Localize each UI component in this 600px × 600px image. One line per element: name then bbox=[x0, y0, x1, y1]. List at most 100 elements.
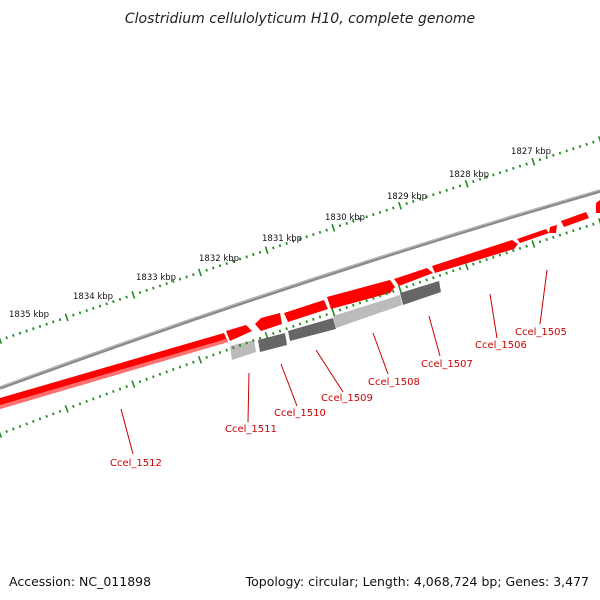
ruler-minor-tick bbox=[138, 291, 142, 295]
ruler-major-tick bbox=[64, 313, 69, 322]
ruler-major-tick bbox=[131, 291, 136, 299]
gene-label-ccel-1511[interactable]: Ccel_1511 bbox=[225, 424, 277, 435]
ruler-minor-tick bbox=[385, 208, 388, 212]
ruler-major-tick bbox=[598, 136, 600, 143]
gene-red-f[interactable] bbox=[561, 212, 589, 227]
ruler-minor-tick bbox=[372, 213, 375, 217]
gene-label-ccel-1510[interactable]: Ccel_1510 bbox=[274, 408, 326, 419]
ruler-minor-tick bbox=[252, 253, 255, 257]
ruler-minor-tick bbox=[518, 164, 522, 168]
ruler-minor-tick bbox=[25, 422, 28, 426]
ruler-major-tick bbox=[131, 380, 136, 388]
ruler-minor-tick bbox=[558, 233, 562, 237]
gene-small-b[interactable] bbox=[255, 313, 282, 331]
ruler-minor-tick bbox=[92, 397, 95, 401]
ruler-label-1834: 1834 kbp bbox=[73, 292, 113, 302]
ruler-minor-tick bbox=[105, 392, 108, 396]
ruler-minor-tick bbox=[18, 424, 22, 428]
gene-label-ccel-1507[interactable]: Ccel_1507 bbox=[421, 359, 473, 370]
ruler-minor-tick bbox=[305, 235, 308, 239]
ruler-minor-tick bbox=[565, 231, 568, 235]
ruler-minor-tick bbox=[405, 202, 408, 206]
ruler-minor-tick bbox=[492, 173, 495, 177]
ruler-minor-tick bbox=[212, 353, 215, 357]
ruler-minor-tick bbox=[385, 292, 388, 296]
gene-ccel-1507[interactable] bbox=[400, 281, 441, 305]
ruler-minor-tick bbox=[378, 210, 382, 214]
ruler-minor-tick bbox=[92, 306, 95, 310]
ruler-minor-tick bbox=[58, 318, 62, 322]
ruler-minor-tick bbox=[392, 289, 395, 293]
ruler-minor-tick bbox=[492, 255, 495, 259]
ruler-major-tick bbox=[264, 246, 269, 254]
ruler-minor-tick bbox=[505, 169, 508, 173]
gene-ccel-1506[interactable] bbox=[432, 240, 518, 273]
ruler-minor-tick bbox=[118, 297, 122, 301]
gene-label-ccel-1506[interactable]: Ccel_1506 bbox=[475, 340, 527, 351]
ruler-major-tick bbox=[398, 285, 402, 293]
ruler-minor-tick bbox=[438, 191, 442, 195]
gene-red-d[interactable] bbox=[394, 268, 433, 286]
ruler-major-tick bbox=[197, 355, 203, 364]
gene-label-ccel-1508[interactable]: Ccel_1508 bbox=[368, 377, 420, 388]
gene-ccel-1509[interactable] bbox=[288, 318, 336, 341]
ruler-minor-tick bbox=[298, 322, 302, 326]
gene-ccel-1505[interactable] bbox=[517, 229, 549, 243]
gene-small-c[interactable] bbox=[284, 300, 328, 322]
ruler-minor-tick bbox=[572, 229, 575, 233]
gene-small-a[interactable] bbox=[226, 325, 252, 341]
ruler-minor-tick bbox=[325, 228, 328, 232]
ruler-minor-tick bbox=[512, 249, 515, 253]
ruler-major-tick bbox=[331, 308, 336, 317]
gene-red-edge[interactable] bbox=[596, 200, 600, 213]
ruler-minor-tick bbox=[112, 300, 115, 304]
ruler-minor-tick bbox=[592, 140, 595, 144]
ruler-minor-tick bbox=[178, 277, 182, 281]
ruler-label-1835: 1835 kbp bbox=[9, 310, 49, 320]
ruler-minor-tick bbox=[478, 177, 482, 181]
ruler-label-1831: 1831 kbp bbox=[262, 234, 302, 244]
ruler-minor-tick bbox=[218, 264, 222, 268]
ruler-major-tick bbox=[0, 431, 3, 438]
ruler-minor-tick bbox=[412, 283, 415, 287]
ruler-major-tick bbox=[0, 337, 2, 344]
ruler-minor-tick bbox=[232, 259, 235, 263]
gene-red-e[interactable] bbox=[549, 225, 557, 233]
ruler-minor-tick bbox=[498, 171, 502, 175]
ruler-minor-tick bbox=[205, 355, 208, 359]
ruler-minor-tick bbox=[152, 286, 155, 290]
ruler-minor-tick bbox=[432, 276, 435, 280]
ruler-minor-tick bbox=[578, 227, 582, 231]
ruler-minor-tick bbox=[45, 414, 48, 418]
ruler-minor-tick bbox=[338, 308, 342, 312]
ruler-minor-tick bbox=[452, 269, 455, 273]
ruler-minor-tick bbox=[518, 246, 522, 250]
ruler-minor-tick bbox=[292, 239, 295, 243]
ruler-minor-tick bbox=[185, 275, 188, 279]
gene-ccel-1508[interactable] bbox=[333, 295, 402, 328]
gene-labels: Ccel_1505 Ccel_1506 Ccel_1507 Ccel_1508 … bbox=[110, 327, 567, 469]
ruler-minor-tick bbox=[525, 244, 528, 248]
ruler-minor-tick bbox=[432, 193, 435, 197]
ruler-minor-tick bbox=[365, 215, 368, 219]
gene-red-mid[interactable] bbox=[327, 280, 395, 309]
gene-label-ccel-1509[interactable]: Ccel_1509 bbox=[321, 393, 373, 404]
ruler-minor-tick bbox=[552, 235, 555, 239]
ruler-minor-tick bbox=[232, 346, 235, 350]
ruler-major-tick bbox=[64, 405, 69, 413]
ruler-minor-tick bbox=[18, 331, 22, 335]
ruler-minor-tick bbox=[278, 244, 282, 248]
ruler-minor-tick bbox=[438, 273, 442, 277]
gene-label-ccel-1512[interactable]: Ccel_1512 bbox=[110, 458, 162, 469]
ruler-minor-tick bbox=[538, 158, 542, 162]
gene-label-ccel-1505[interactable]: Ccel_1505 bbox=[515, 327, 567, 338]
gene-ccel-1510[interactable] bbox=[258, 333, 287, 352]
gene-ccel-1511[interactable] bbox=[230, 340, 256, 360]
ruler-minor-tick bbox=[72, 313, 75, 317]
ruler-minor-tick bbox=[405, 285, 408, 289]
ruler-minor-tick bbox=[325, 313, 328, 317]
ruler-minor-tick bbox=[165, 282, 168, 286]
ruler-minor-tick bbox=[158, 284, 162, 288]
ruler-minor-tick bbox=[185, 363, 188, 367]
